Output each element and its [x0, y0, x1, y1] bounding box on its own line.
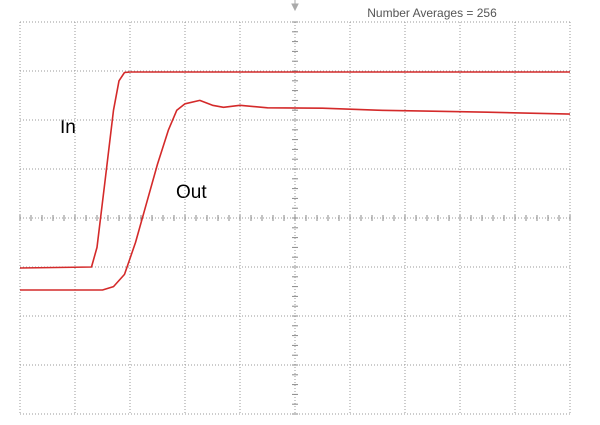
annotation: In [60, 117, 76, 138]
header: Number Averages = 256 [367, 6, 497, 20]
trace [19, 71, 570, 269]
annotation: Out [176, 182, 207, 203]
trace [20, 99, 571, 291]
trigger-marker [291, 0, 299, 12]
